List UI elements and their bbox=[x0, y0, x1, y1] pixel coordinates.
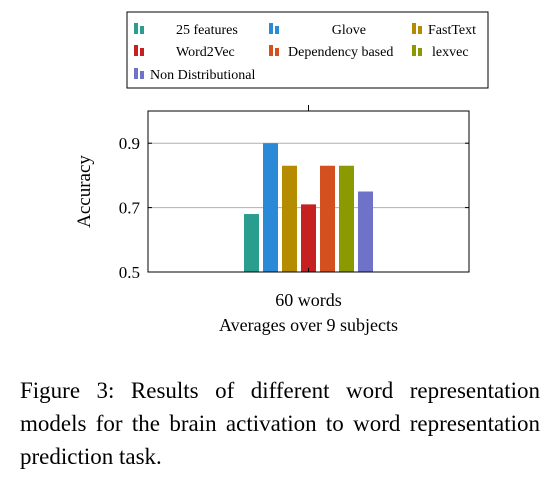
bar-word2vec bbox=[301, 204, 316, 272]
y-tick-label-2: 0.9 bbox=[119, 134, 140, 153]
legend-swatch-word2vec-small bbox=[140, 48, 144, 56]
legend-label-glove: Glove bbox=[332, 23, 366, 38]
legend-swatch-non-distributional-small bbox=[140, 71, 144, 79]
y-tick-label-1: 0.7 bbox=[119, 199, 141, 218]
legend-swatch-fasttext-small bbox=[418, 26, 422, 34]
figure-caption: Figure 3: Results of different word repr… bbox=[20, 378, 540, 469]
legend: 25 features Glove FastText Word2Vec Dependen… bbox=[126, 11, 489, 89]
legend-swatch-dependency-based-small bbox=[275, 48, 279, 56]
legend-swatch-25-features-small bbox=[140, 26, 144, 34]
bar-non-distributional bbox=[358, 191, 373, 272]
bar-lexvec bbox=[339, 165, 354, 272]
legend-swatch-lexvec bbox=[412, 45, 416, 56]
legend-label-word2vec: Word2Vec bbox=[176, 45, 235, 60]
bar-25-features bbox=[244, 214, 259, 272]
plot-area: 0.5 0.7 0.9 60 words Averages over 9 subject… bbox=[74, 105, 470, 335]
bar-chart: 25 features Glove FastText Word2Vec Dependen… bbox=[74, 11, 489, 335]
legend-swatch-glove bbox=[269, 23, 273, 34]
legend-box bbox=[126, 11, 489, 89]
legend-swatch-non-distributional bbox=[134, 68, 138, 79]
y-axis-label: Accuracy bbox=[74, 155, 95, 228]
bar-fasttext bbox=[282, 165, 297, 272]
legend-label-lexvec: lexvec bbox=[432, 45, 469, 60]
bar-glove bbox=[263, 143, 278, 272]
y-tick-label-0: 0.5 bbox=[119, 263, 140, 282]
legend-swatch-dependency-based bbox=[269, 45, 273, 56]
legend-label-non-distributional: Non Distributional bbox=[150, 68, 255, 83]
x-category-label: 60 words bbox=[275, 290, 342, 310]
x-axis-label: Averages over 9 subjects bbox=[219, 315, 398, 335]
legend-swatch-lexvec-small bbox=[418, 48, 422, 56]
legend-swatch-fasttext bbox=[412, 23, 416, 34]
legend-swatch-word2vec bbox=[134, 45, 138, 56]
legend-label-dependency-based: Dependency based bbox=[288, 45, 393, 60]
legend-swatch-25-features bbox=[134, 23, 138, 34]
bar-dependency-based bbox=[320, 165, 335, 272]
legend-label-fasttext: FastText bbox=[428, 23, 476, 38]
legend-label-25-features: 25 features bbox=[176, 23, 238, 38]
legend-swatch-glove-small bbox=[275, 26, 279, 34]
